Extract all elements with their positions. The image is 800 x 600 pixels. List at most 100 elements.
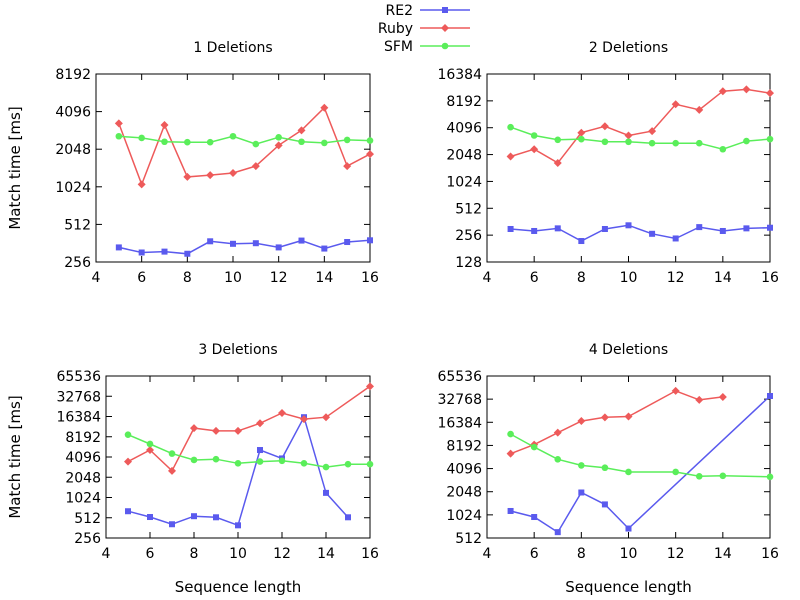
data-point-sfm (190, 456, 198, 464)
plot-frame (486, 73, 771, 263)
data-point-ruby (234, 426, 242, 435)
plot-frame (95, 73, 371, 263)
x-tick-label: 12 (273, 546, 291, 562)
data-point-re2 (601, 501, 608, 508)
x-tick-label: 4 (92, 270, 101, 286)
data-point-ruby (322, 413, 330, 422)
series-line-re2 (510, 395, 771, 534)
x-tick-label: 12 (667, 270, 685, 286)
data-point-ruby (300, 415, 308, 424)
y-axis-label: Match time [ms] (6, 106, 24, 229)
x-tick-label: 6 (530, 546, 539, 562)
panel-title: 3 Deletions (198, 342, 277, 358)
data-point-sfm (672, 468, 679, 476)
y-tick-label: 4096 (446, 462, 482, 478)
data-point-sfm (344, 460, 352, 468)
data-point-re2 (138, 249, 145, 256)
data-point-re2 (169, 521, 175, 528)
y-tick-label: 256 (64, 255, 91, 271)
y-tick-label: 2048 (446, 148, 482, 164)
data-point-re2 (235, 522, 241, 529)
data-point-re2 (578, 238, 585, 245)
y-tick-label: 8192 (55, 67, 91, 83)
series-sfm (124, 431, 374, 471)
x-tick-label: 4 (102, 546, 111, 562)
data-point-re2 (672, 235, 679, 242)
y-tick-label: 4096 (65, 450, 101, 466)
y-tick-label: 1024 (55, 180, 91, 196)
data-point-re2 (191, 513, 197, 520)
series-re2 (507, 393, 773, 536)
series-ruby (506, 85, 774, 167)
data-point-re2 (696, 224, 703, 231)
data-point-re2 (345, 514, 351, 521)
data-point-re2 (147, 514, 153, 521)
y-tick-label: 16384 (437, 67, 482, 83)
data-point-re2 (601, 225, 608, 232)
data-point-sfm (507, 123, 514, 131)
data-point-sfm (625, 138, 632, 146)
panel-4-deletions: 4 6 8 10 12 14 16 512 1024 2048 4096 8192 16384 32768… (437, 342, 779, 596)
data-point-ruby (274, 141, 283, 150)
legend-entry-sfm: SFM (384, 39, 470, 55)
data-point-sfm (256, 458, 264, 465)
x-tick-label: 14 (317, 546, 335, 562)
data-point-re2 (531, 227, 538, 234)
data-point-ruby (137, 180, 146, 189)
y-tick-label: 8192 (446, 94, 482, 110)
data-point-sfm (601, 464, 609, 472)
x-tick-label: 8 (190, 546, 199, 562)
data-point-re2 (252, 240, 259, 247)
data-point-sfm (146, 440, 154, 448)
y-tick-label: 8192 (446, 438, 482, 454)
legend-label-sfm: SFM (384, 39, 413, 55)
series-line-sfm (127, 434, 370, 468)
data-point-re2 (507, 507, 514, 514)
data-point-sfm (234, 460, 242, 467)
x-tick-label: 4 (483, 546, 492, 562)
data-point-sfm (212, 455, 220, 463)
data-point-ruby (553, 158, 562, 167)
series-re2 (115, 237, 373, 257)
x-tick-label: 8 (577, 546, 586, 562)
data-point-re2 (578, 489, 585, 496)
data-point-sfm (138, 134, 145, 142)
panel-3-deletions: 4 6 8 10 12 14 16 256 512 1024 2048 4096 8192 16384 32… (6, 342, 379, 596)
data-point-sfm (625, 468, 632, 476)
data-point-ruby (251, 162, 260, 171)
data-point-sfm (184, 138, 191, 146)
data-point-re2 (230, 240, 236, 247)
legend-label-ruby: Ruby (378, 21, 413, 37)
data-point-re2 (257, 447, 263, 454)
data-point-ruby (278, 408, 286, 417)
data-point-re2 (767, 393, 773, 400)
data-point-ruby (146, 446, 154, 455)
data-point-sfm (507, 430, 514, 438)
series-line-re2 (510, 224, 771, 242)
x-tick-label: 8 (577, 270, 586, 286)
data-point-ruby (320, 103, 329, 112)
y-tick-label: 128 (455, 255, 482, 271)
series-line-ruby (118, 106, 371, 187)
y-tick-label: 512 (455, 201, 482, 217)
data-point-sfm (229, 132, 237, 140)
data-point-ruby (600, 413, 609, 422)
data-point-ruby (624, 412, 633, 421)
x-tick-label: 16 (361, 546, 379, 562)
x-tick-label: 10 (229, 546, 247, 562)
panel-2-deletions: 4 6 8 10 12 14 16 128 256 512 1024 2048 4096 8192 1638… (437, 40, 779, 286)
data-point-sfm (554, 136, 562, 144)
data-point-ruby (742, 85, 751, 94)
data-point-sfm (275, 134, 282, 141)
x-tick-label: 4 (483, 270, 492, 286)
data-point-re2 (625, 222, 632, 229)
series-ruby (506, 386, 727, 458)
y-tick-label: 65536 (437, 369, 482, 385)
data-point-re2 (115, 244, 122, 251)
plot-frame (105, 375, 371, 539)
series-ruby (114, 103, 374, 189)
x-tick-label: 14 (714, 546, 732, 562)
data-point-sfm (766, 135, 774, 143)
data-point-ruby (160, 120, 169, 129)
